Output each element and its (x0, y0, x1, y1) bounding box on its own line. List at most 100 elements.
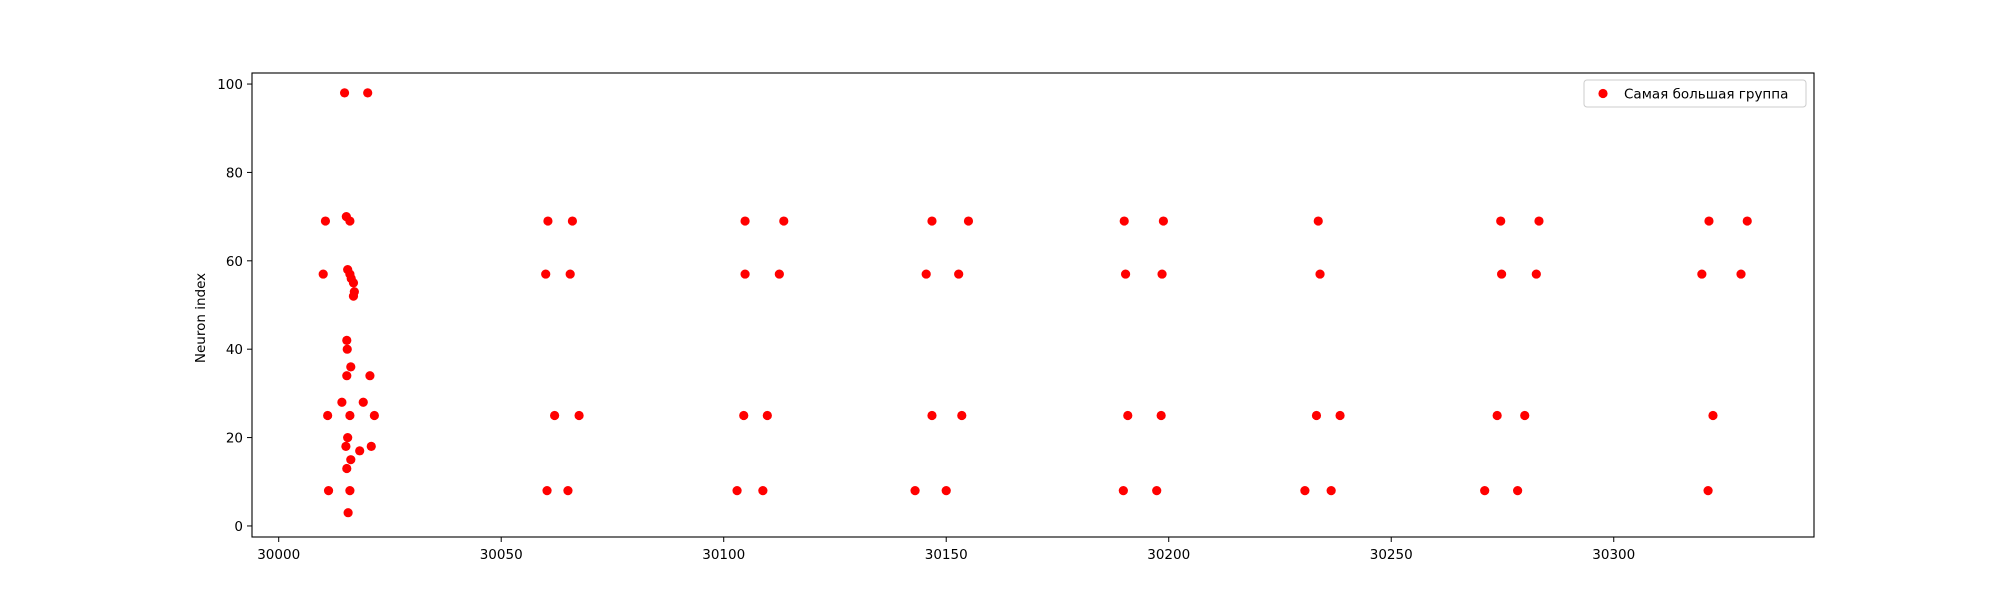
data-point (1326, 486, 1336, 496)
data-point (1158, 216, 1168, 226)
data-point (1708, 410, 1718, 421)
data-point (1152, 486, 1162, 496)
data-point (1492, 410, 1502, 421)
data-point (343, 432, 353, 443)
data-point (1496, 216, 1506, 226)
data-point (1313, 216, 1323, 226)
data-point (732, 486, 742, 496)
data-point (762, 410, 772, 421)
data-point (910, 486, 920, 496)
data-point (342, 371, 352, 381)
data-point (1520, 410, 1530, 421)
data-point (343, 508, 353, 518)
data-point (927, 410, 937, 421)
y-tick-label: 20 (226, 431, 243, 447)
y-tick-label: 80 (226, 165, 243, 181)
data-point (574, 410, 584, 421)
plot-frame (251, 72, 1815, 538)
data-point (957, 410, 967, 421)
data-point (1480, 486, 1490, 496)
points-layer (318, 88, 1752, 518)
data-point (567, 216, 578, 226)
data-point (1534, 216, 1544, 226)
data-point (1531, 269, 1541, 279)
data-point (369, 410, 379, 421)
data-point (565, 269, 575, 279)
data-point (740, 216, 750, 226)
data-point (954, 269, 964, 279)
axes-layer: 30000 30050 30100 30150 30200 30250 30300 0 20 40… (217, 72, 1815, 563)
data-point (563, 486, 573, 496)
data-point (543, 216, 553, 226)
data-point (318, 269, 328, 279)
data-point (1704, 216, 1714, 226)
data-point (758, 486, 768, 496)
data-point (355, 446, 365, 456)
data-point (1335, 410, 1345, 421)
x-tick-label: 30300 (1592, 547, 1635, 563)
y-tick-label: 0 (234, 519, 243, 535)
data-point (323, 410, 333, 421)
data-point (1697, 269, 1707, 279)
data-point (779, 216, 789, 226)
data-point (1123, 410, 1133, 421)
x-tick-label: 30000 (257, 547, 300, 563)
data-point (346, 362, 356, 372)
data-point (1157, 269, 1167, 279)
data-point (927, 216, 937, 226)
data-point (921, 269, 931, 279)
data-point (1736, 269, 1746, 279)
data-point (363, 88, 373, 98)
data-point (542, 486, 552, 496)
data-point (365, 371, 375, 381)
data-point (1703, 486, 1713, 496)
data-point (541, 269, 551, 279)
data-point (346, 455, 356, 465)
data-point (358, 397, 368, 407)
x-tick-label: 30150 (925, 547, 968, 563)
data-point (941, 486, 951, 496)
data-point (774, 269, 784, 279)
data-point (1497, 269, 1507, 279)
data-point (348, 291, 359, 301)
data-point (342, 463, 352, 474)
data-point (337, 397, 347, 407)
y-tick-label: 60 (226, 254, 243, 270)
legend-box (1583, 79, 1807, 108)
x-tick-label: 30250 (1370, 547, 1413, 563)
x-tick-label: 30050 (480, 547, 523, 563)
data-point (739, 410, 749, 421)
data-point (1119, 216, 1129, 226)
data-point (320, 216, 331, 226)
data-point (342, 335, 352, 345)
data-point (550, 410, 560, 421)
legend-marker (1598, 88, 1608, 99)
data-point (1156, 410, 1166, 421)
data-point (345, 486, 355, 496)
data-point (1300, 486, 1310, 496)
data-point (341, 441, 351, 452)
y-tick-label: 100 (217, 77, 243, 93)
data-point (1120, 269, 1131, 279)
data-point (1513, 486, 1523, 496)
data-point (366, 441, 376, 452)
x-tick-label: 30200 (1147, 547, 1190, 563)
x-tick-label: 30100 (702, 547, 745, 563)
data-point (345, 216, 355, 226)
data-point (1742, 216, 1752, 226)
legend: Самая большая группа (1583, 79, 1807, 108)
y-tick-label: 40 (226, 342, 243, 358)
data-point (963, 216, 974, 226)
data-point (342, 344, 352, 354)
data-point (345, 410, 355, 421)
data-point (1311, 410, 1322, 421)
legend-label: Самая большая группа (1624, 87, 1788, 103)
y-axis-label: Neuron index (193, 273, 209, 363)
data-point (348, 278, 359, 288)
data-point (1315, 269, 1325, 279)
data-point (740, 269, 750, 279)
data-point (1118, 486, 1128, 496)
data-point (323, 486, 334, 496)
